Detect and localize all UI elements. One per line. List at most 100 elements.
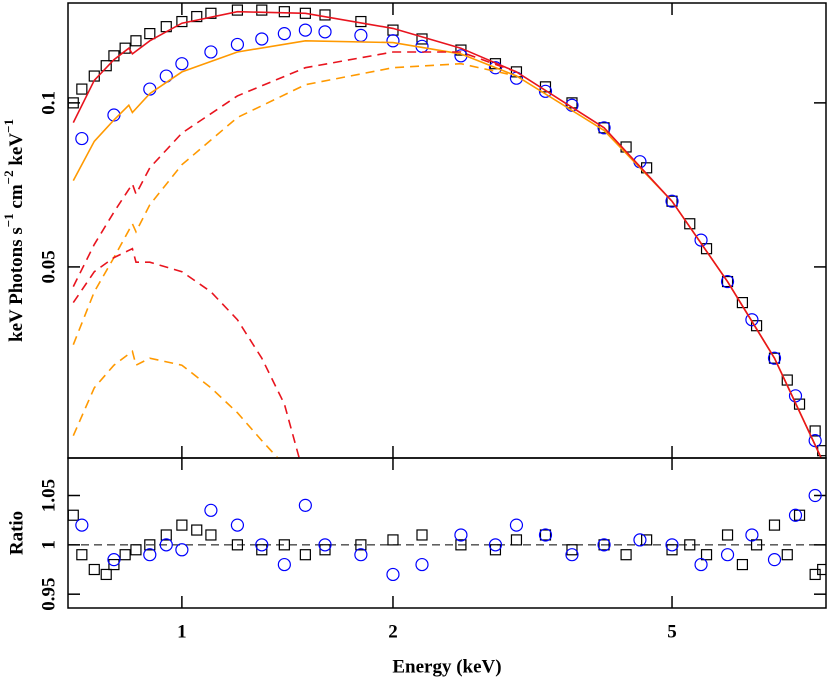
- data-point: [355, 539, 367, 551]
- model-line: [72, 349, 279, 458]
- data-point: [539, 529, 552, 541]
- data-point: [298, 23, 312, 37]
- data-point: [160, 529, 172, 541]
- data-point: [684, 218, 696, 230]
- data-point: [665, 194, 679, 208]
- model-line: [72, 51, 517, 287]
- data-point: [176, 519, 188, 531]
- y-axis-label-part: keV: [6, 133, 27, 171]
- data-point: [299, 549, 311, 561]
- y-tick-label: 1.05: [38, 479, 59, 512]
- data-point: [354, 548, 368, 562]
- data-point: [750, 539, 763, 551]
- data-point: [231, 539, 244, 551]
- data-point: [565, 548, 579, 562]
- data-point: [68, 97, 79, 109]
- data-point: [230, 518, 245, 532]
- data-point: [455, 539, 467, 551]
- data-point: [489, 544, 502, 556]
- data-point: [278, 6, 290, 18]
- data-point: [230, 37, 245, 52]
- data-point: [538, 84, 553, 98]
- data-point: [415, 557, 429, 572]
- model-line: [72, 62, 517, 345]
- data-point: [175, 543, 189, 557]
- data-point: [817, 563, 826, 576]
- data-point: [205, 529, 217, 541]
- y-tick-label: 0.05: [38, 250, 59, 283]
- data-point: [386, 34, 400, 48]
- model-line: [72, 39, 823, 458]
- data-point: [143, 548, 157, 562]
- data-point: [75, 518, 89, 532]
- data-point: [76, 549, 88, 561]
- data-point: [159, 538, 173, 552]
- data-point: [75, 131, 89, 146]
- data-point: [144, 539, 156, 551]
- data-point: [720, 274, 735, 289]
- data-point: [808, 488, 822, 503]
- y-axis-label-part: −1: [1, 213, 16, 227]
- data-point: [720, 548, 735, 562]
- y-tick-label: 1: [38, 540, 59, 550]
- data-point: [781, 549, 793, 561]
- y-tick-label: 0.95: [38, 578, 59, 611]
- data-point: [620, 549, 632, 561]
- data-point: [256, 544, 268, 556]
- data-point: [231, 4, 244, 16]
- data-point: [768, 519, 781, 531]
- data-point: [191, 524, 203, 536]
- plot-area: [68, 4, 826, 458]
- data-point: [598, 539, 610, 551]
- data-point: [809, 425, 821, 437]
- data-point: [736, 558, 749, 571]
- data-point: [191, 10, 203, 23]
- y-axis-label: keV Photons s−1 cm−2 keV−1: [1, 119, 27, 342]
- data-point: [277, 557, 291, 572]
- data-point: [416, 529, 428, 541]
- data-point: [767, 553, 782, 567]
- y-axis-label-part: −2: [1, 170, 16, 184]
- data-point: [107, 553, 121, 567]
- y-axis-label-part: −1: [1, 119, 16, 133]
- data-point: [386, 567, 400, 582]
- data-point: [666, 195, 678, 207]
- data-point: [745, 313, 759, 327]
- data-point: [768, 352, 781, 364]
- data-point: [488, 61, 503, 75]
- data-point: [255, 538, 269, 552]
- plot-area: [68, 488, 826, 582]
- data-point: [119, 549, 131, 561]
- data-point: [665, 538, 679, 552]
- data-point: [144, 28, 156, 40]
- data-point: [633, 533, 647, 547]
- data-point: [736, 297, 749, 309]
- data-point: [318, 538, 332, 552]
- data-point: [205, 7, 217, 19]
- data-point: [488, 538, 503, 552]
- data-point: [318, 25, 332, 39]
- data-point: [721, 275, 734, 288]
- data-point: [700, 549, 713, 561]
- data-point: [538, 528, 553, 542]
- data-point: [319, 544, 331, 556]
- data-point: [788, 508, 803, 522]
- x-tick-label: 1: [177, 621, 187, 642]
- x-tick-label: 2: [388, 621, 398, 642]
- data-point: [745, 528, 759, 542]
- data-point: [68, 509, 79, 521]
- data-point: [793, 509, 806, 521]
- y-tick-label: 0.1: [38, 91, 59, 115]
- data-point: [566, 544, 578, 556]
- data-point: [597, 121, 611, 135]
- data-point: [88, 563, 100, 576]
- data-point: [277, 27, 291, 41]
- data-point: [767, 351, 782, 365]
- y-axis-label-part: keV Photons s: [6, 227, 27, 342]
- data-point: [278, 539, 290, 551]
- x-tick-label: 5: [667, 621, 677, 642]
- data-point: [175, 57, 189, 71]
- data-point: [354, 28, 368, 42]
- data-point: [255, 32, 269, 46]
